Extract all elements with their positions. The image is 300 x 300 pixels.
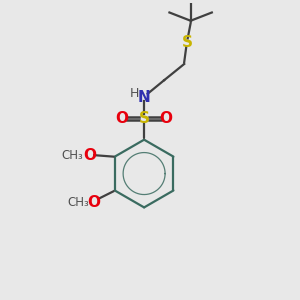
Text: O: O bbox=[83, 148, 96, 163]
Text: O: O bbox=[160, 111, 173, 126]
Text: CH₃: CH₃ bbox=[62, 149, 84, 162]
Text: S: S bbox=[182, 35, 193, 50]
Text: H: H bbox=[130, 87, 140, 100]
Text: CH₃: CH₃ bbox=[67, 196, 89, 209]
Text: N: N bbox=[138, 90, 151, 105]
Text: S: S bbox=[139, 111, 150, 126]
Text: O: O bbox=[116, 111, 128, 126]
Text: O: O bbox=[88, 195, 101, 210]
